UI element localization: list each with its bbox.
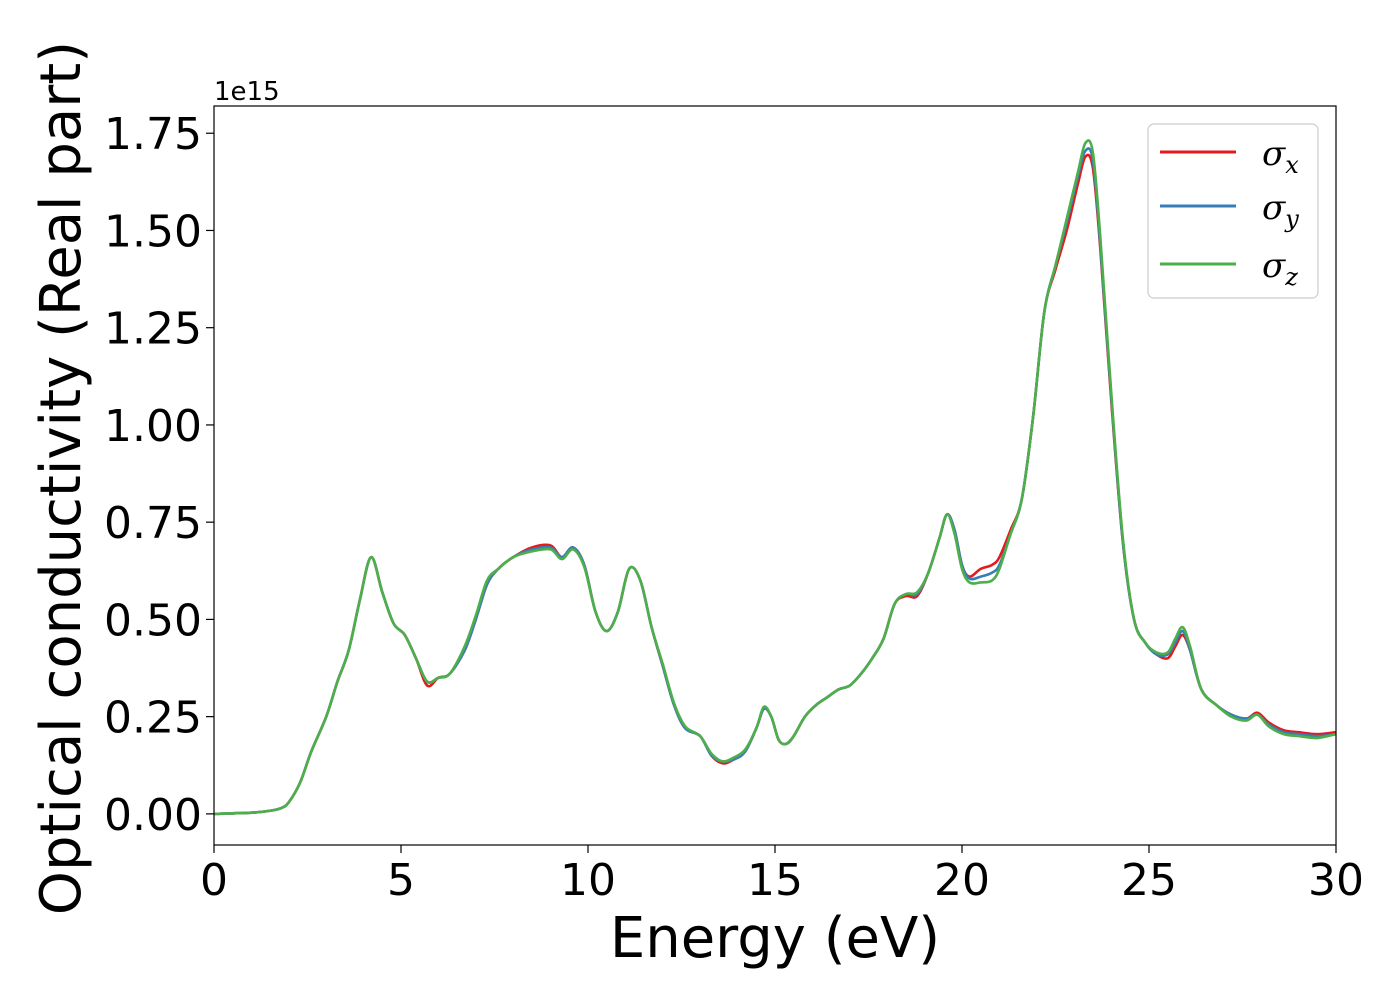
x-axis-ticks: 0 5 10 15 20 25 30 (200, 845, 1364, 906)
legend-frame (1147, 123, 1319, 299)
y-tick-label: 1.25 (104, 304, 202, 355)
x-tick-label: 5 (387, 855, 415, 906)
x-tick-label: 30 (1308, 855, 1364, 906)
legend-label-sigma-z: σz (1262, 246, 1298, 291)
y-offset-label: 1e15 (214, 77, 280, 107)
y-tick-label: 0.25 (104, 693, 202, 744)
y-tick-label: 0.00 (104, 790, 202, 841)
y-tick-label: 1.75 (104, 109, 202, 160)
series-line-z (213, 139, 1337, 816)
x-tick-label: 15 (747, 855, 803, 906)
x-tick-label: 10 (560, 855, 616, 906)
y-axis-ticks: 0.00 0.25 0.50 0.75 1.00 1.25 1.50 1.75 (104, 109, 214, 841)
series-layer (213, 139, 1337, 816)
y-tick-label: 0.75 (104, 498, 202, 549)
legend-label-sigma-x: σx (1262, 134, 1299, 179)
legend: σx σy σz (1147, 123, 1319, 299)
x-tick-label: 20 (934, 855, 990, 906)
y-axis-title: Optical conductivity (Real part) (29, 41, 94, 915)
y-tick-label: 1.50 (104, 206, 202, 257)
legend-label-sigma-y: σy (1262, 188, 1299, 233)
y-tick-label: 0.50 (104, 595, 202, 646)
y-tick-label: 1.00 (104, 401, 202, 452)
x-tick-label: 0 (200, 855, 228, 906)
x-axis-title: Energy (eV) (610, 906, 940, 971)
x-tick-label: 25 (1121, 855, 1177, 906)
